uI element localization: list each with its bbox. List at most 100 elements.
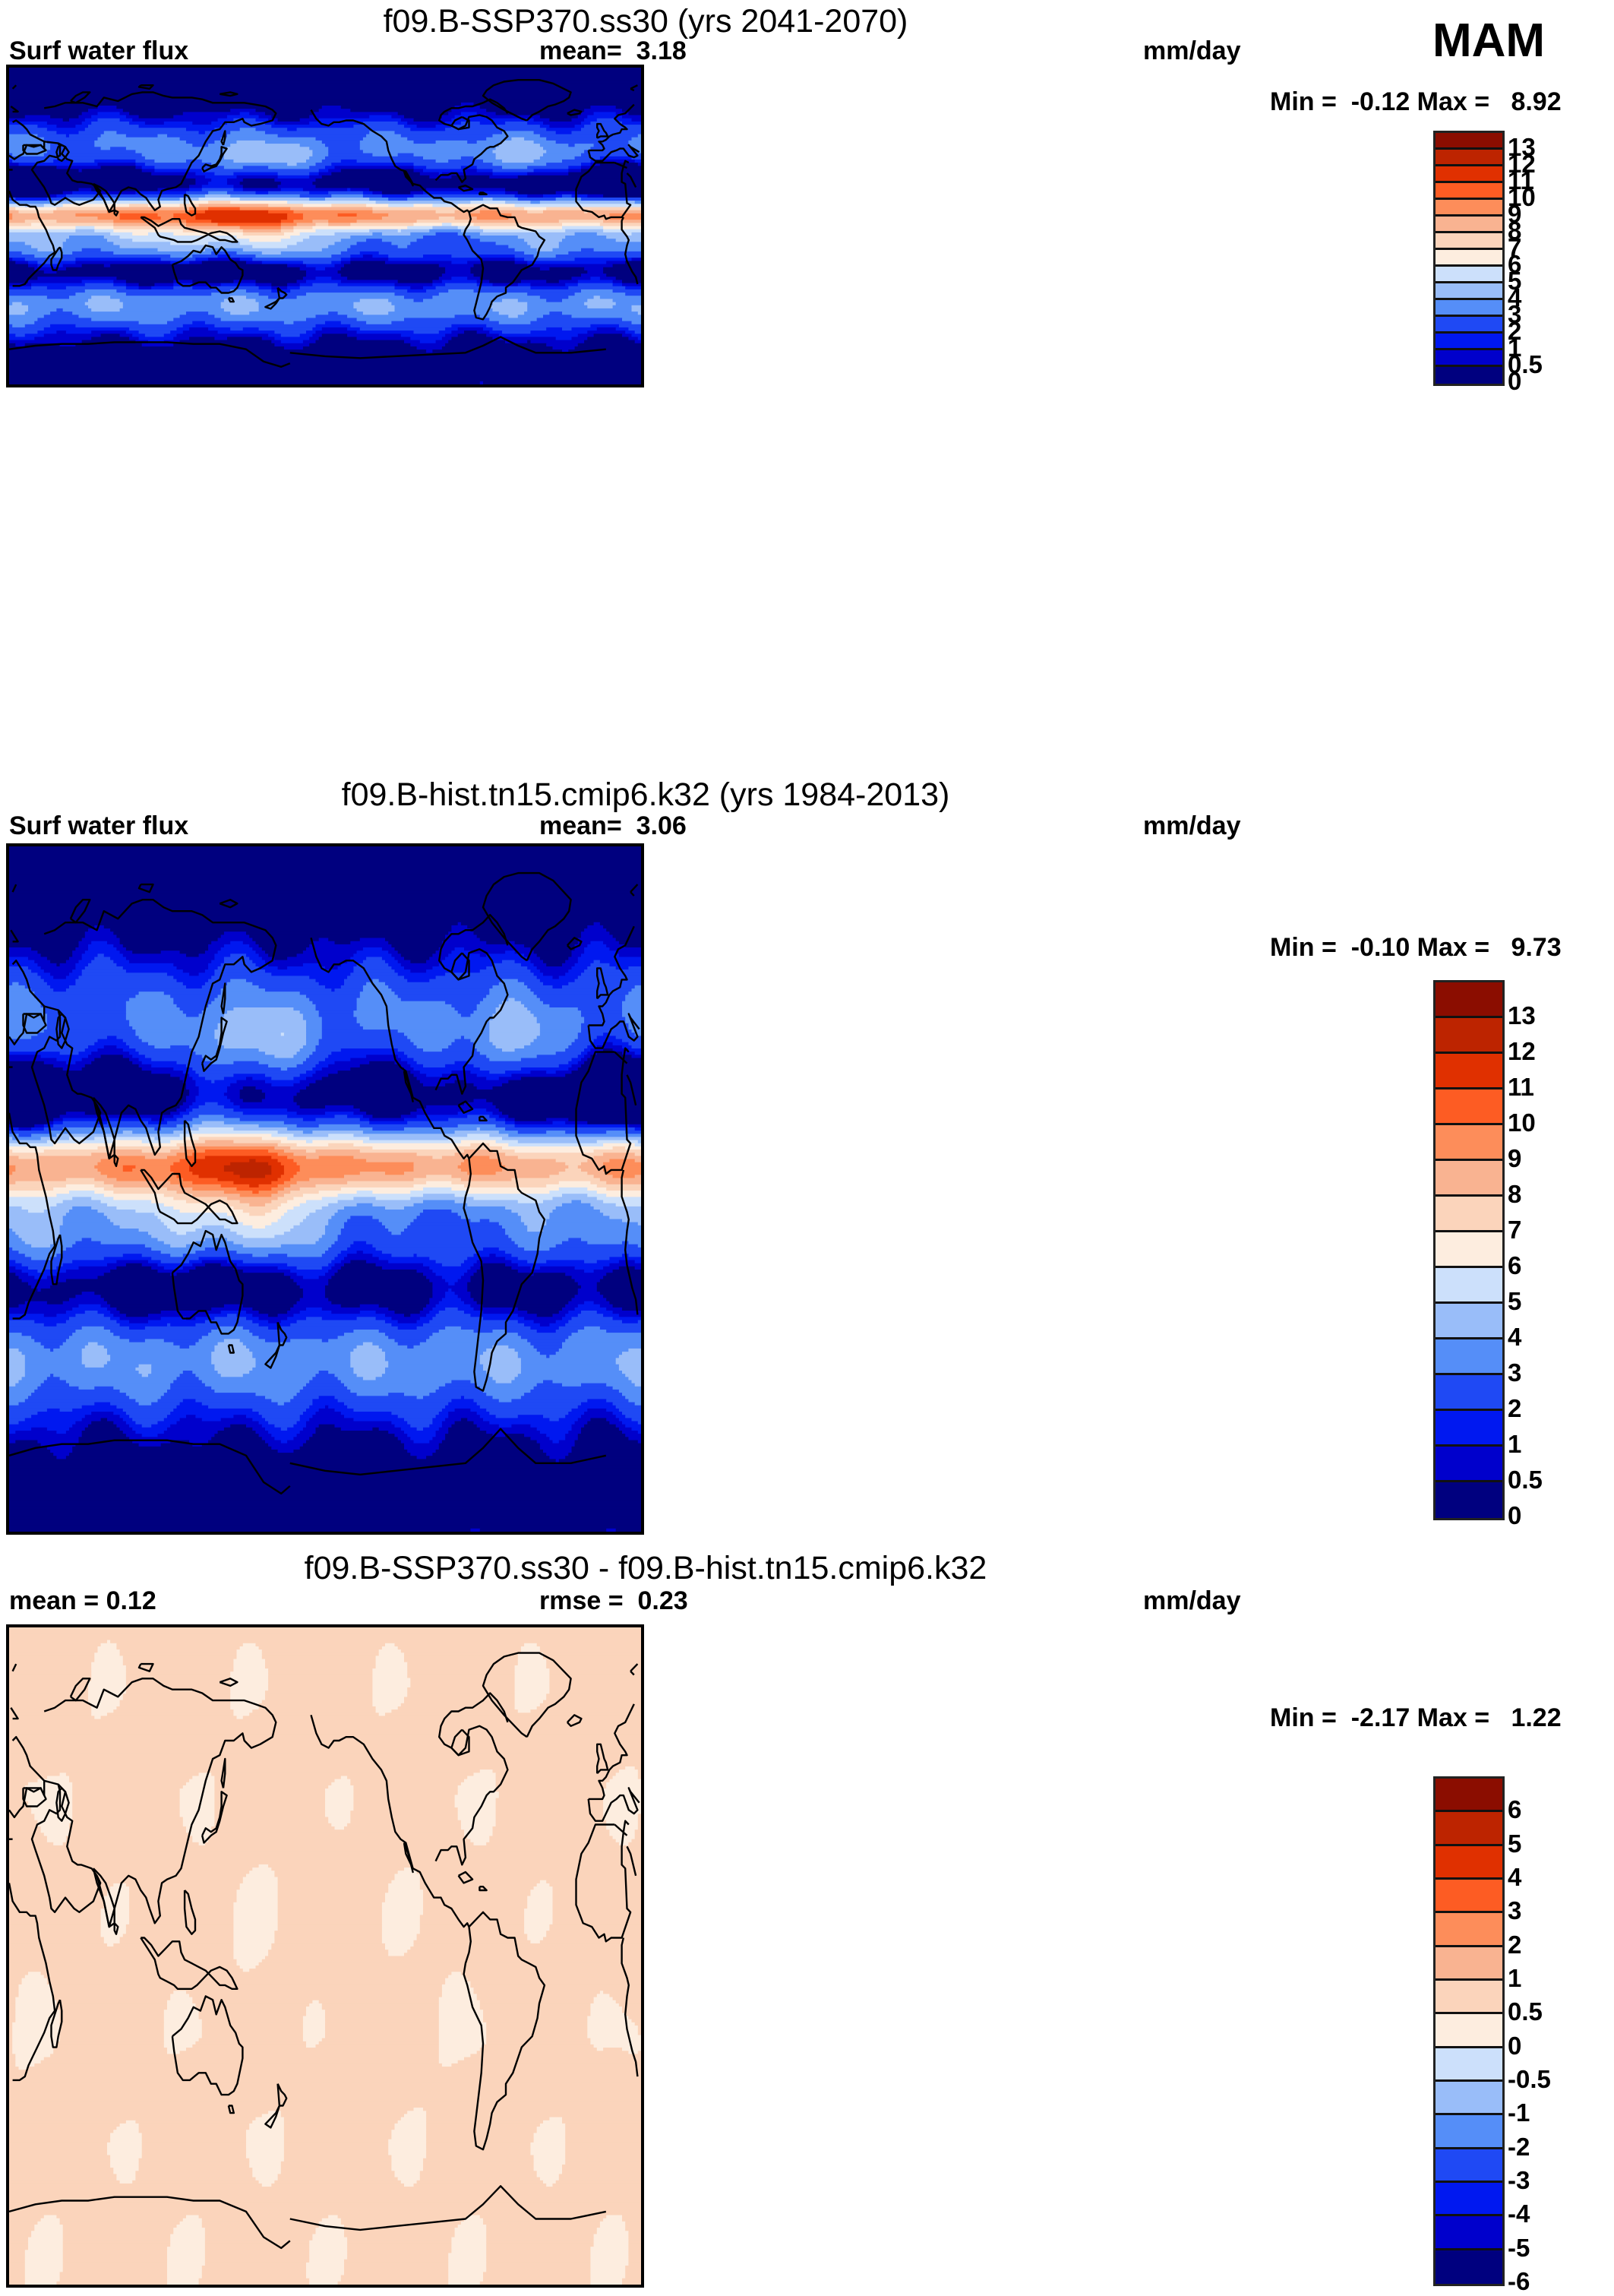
colorbar-segment — [1436, 150, 1502, 166]
colorbar-segment — [1436, 1482, 1502, 1518]
mean-label: mean= — [539, 811, 622, 840]
colorbar-segment — [1436, 233, 1502, 250]
colorbar-tick: 2 — [1508, 1394, 1599, 1423]
colorbar-tick: 10 — [1508, 1108, 1599, 1137]
mean-value: 3.18 — [636, 36, 687, 65]
map-ssp370[interactable] — [6, 65, 644, 387]
colorbar-segment — [1436, 1880, 1502, 1913]
colorbar-segment — [1436, 1125, 1502, 1161]
colorbar-segment — [1436, 300, 1502, 317]
colorbar-tick: 5 — [1508, 1830, 1599, 1858]
colorbar-tick: 0.5 — [1508, 1466, 1599, 1494]
season-label: MAM — [1390, 14, 1587, 68]
colorbar-segment — [1436, 1018, 1502, 1054]
colorbar-tick: 4 — [1508, 1323, 1599, 1352]
colorbar-tick: 0 — [1508, 367, 1599, 396]
colorbar-segment — [1436, 1054, 1502, 1089]
units-label: mm/day — [1143, 811, 1241, 841]
minmax-difference: Min = -2.17 Max = 1.22 — [1270, 1703, 1562, 1733]
colorbar-segment — [1436, 1339, 1502, 1375]
colorbar-tick: -1 — [1508, 2098, 1599, 2127]
colorbar-tick: -4 — [1508, 2200, 1599, 2228]
colorbar-segment — [1436, 1161, 1502, 1197]
colorbar-segment — [1436, 317, 1502, 334]
colorbar-segment — [1436, 2048, 1502, 2082]
panel-title: f09.B-hist.tn15.cmip6.k32 (yrs 1984-2013… — [0, 776, 1291, 814]
panel-subheader: mean = 0.12 rmse = 0.23 mm/day — [0, 1586, 1291, 1617]
colorbar-segment — [1436, 250, 1502, 267]
colorbar-tick: 3 — [1508, 1896, 1599, 1925]
minmax-historical: Min = -0.10 Max = 9.73 — [1270, 933, 1562, 963]
colorbar-tick: 0 — [1508, 2032, 1599, 2060]
colorbar-segment — [1436, 1411, 1502, 1447]
colorbar-tick: -2 — [1508, 2133, 1599, 2162]
colorbar-tick: -6 — [1508, 2267, 1599, 2296]
colorbar-segment — [1436, 2183, 1502, 2216]
colorbar-segment — [1436, 183, 1502, 200]
colorbar-segment — [1436, 2149, 1502, 2183]
colorbar-segment — [1436, 2250, 1502, 2284]
panel-subheader: Surf water flux mean= 3.06 mm/day — [0, 811, 1291, 842]
colorbar-tick: 7 — [1508, 1216, 1599, 1244]
colorbar-tick: 1 — [1508, 1964, 1599, 1993]
colorbar-segment — [1436, 1447, 1502, 1482]
colorbar-tick: 2 — [1508, 1931, 1599, 1959]
colorbar-tick: 5 — [1508, 1287, 1599, 1316]
panel-title: f09.B-SSP370.ss30 - f09.B-hist.tn15.cmip… — [0, 1550, 1291, 1587]
colorbar-segment — [1436, 1304, 1502, 1339]
colorbar-segment — [1436, 1375, 1502, 1411]
colorbar-tick: -0.5 — [1508, 2065, 1599, 2094]
colorbar-tick: 11 — [1508, 1073, 1599, 1102]
colorbar-tick: 4 — [1508, 1863, 1599, 1892]
colorbar-tick: 3 — [1508, 1358, 1599, 1387]
colorbar-tick: 6 — [1508, 1251, 1599, 1280]
colorbar-tick: 1 — [1508, 1430, 1599, 1459]
colorbar-segment — [1436, 1947, 1502, 1981]
variable-label: Surf water flux — [9, 36, 188, 66]
colorbar-segment — [1436, 133, 1502, 150]
colorbar-segment — [1436, 367, 1502, 384]
map-canvas — [9, 1627, 641, 2285]
mean-stat: mean= 3.06 — [539, 811, 687, 841]
units-label: mm/day — [1143, 36, 1241, 66]
colorbar-segment — [1436, 1197, 1502, 1232]
colorbar-segment — [1436, 217, 1502, 233]
map-historical[interactable] — [6, 843, 644, 1535]
colorbar-segment — [1436, 1232, 1502, 1268]
mean-label: mean= — [539, 36, 622, 65]
rmse-value: 0.23 — [638, 1586, 688, 1615]
colorbar-segment — [1436, 283, 1502, 300]
rmse-stat: rmse = 0.23 — [539, 1586, 688, 1616]
colorbar-segment — [1436, 1981, 1502, 2014]
colorbar-segment — [1436, 1268, 1502, 1304]
colorbar-segment — [1436, 982, 1502, 1018]
colorbar-segment — [1436, 2014, 1502, 2048]
colorbar-segment — [1436, 2082, 1502, 2115]
colorbar-segment — [1436, 350, 1502, 367]
panel-title: f09.B-SSP370.ss30 (yrs 2041-2070) — [0, 3, 1291, 40]
colorbar-segment — [1436, 334, 1502, 350]
map-canvas — [9, 846, 641, 1532]
colorbar-segment — [1436, 2115, 1502, 2149]
map-canvas — [9, 68, 641, 384]
colorbar-historical — [1433, 980, 1505, 1520]
colorbar-segment — [1436, 2216, 1502, 2250]
mean-value: 3.06 — [636, 811, 687, 840]
colorbar-tick: -5 — [1508, 2234, 1599, 2263]
map-difference[interactable] — [6, 1624, 644, 2288]
rmse-label: rmse = — [539, 1586, 624, 1615]
minmax-ssp370: Min = -0.12 Max = 8.92 — [1270, 87, 1562, 117]
colorbar-segment — [1436, 200, 1502, 217]
colorbar-segment — [1436, 166, 1502, 183]
colorbar-tick: 0.5 — [1508, 1997, 1599, 2026]
mean-stat: mean= 3.18 — [539, 36, 687, 66]
units-label: mm/day — [1143, 1586, 1241, 1616]
colorbar-segment — [1436, 1913, 1502, 1947]
colorbar-ssp370 — [1433, 131, 1505, 386]
colorbar-segment — [1436, 1846, 1502, 1880]
colorbar-segment — [1436, 1779, 1502, 1812]
colorbar-tick: 12 — [1508, 1037, 1599, 1066]
